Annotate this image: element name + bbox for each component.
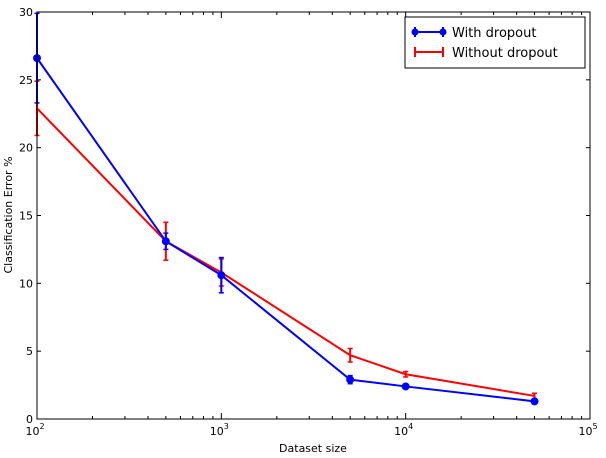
data-point [346,375,355,384]
legend-swatch-marker [439,28,447,36]
data-point [530,397,539,406]
series-with-dropout [33,12,539,406]
y-tick-label: 0 [26,413,33,426]
y-tick-label: 30 [19,6,33,19]
y-tick-label: 25 [19,74,33,87]
x-tick-label: 102 [25,422,44,438]
legend-swatch-marker [411,28,419,36]
series-without-dropout [34,80,538,400]
series-line [36,107,535,397]
y-tick-label: 20 [19,142,33,155]
x-tick-label: 103 [210,422,229,438]
y-tick-label: 5 [26,345,33,358]
legend: With dropout Without dropout [404,16,586,69]
legend-label: With dropout [452,26,536,41]
data-point [401,382,410,391]
legend-frame [404,16,586,69]
x-axis-title: Dataset size [279,442,347,455]
series-line [36,57,535,403]
y-tick-label: 15 [19,210,33,223]
data-point [217,271,226,280]
legend-label: Without dropout [452,46,558,61]
legend-entry: With dropout [411,26,536,41]
axis-ticks: 0 5 10 15 20 25 30 102 103 104 105 [19,6,598,438]
x-tick-label: 104 [394,422,413,438]
y-tick-label: 10 [19,277,33,290]
y-axis-title: Classification Error % [2,156,15,273]
data-point [161,237,170,246]
axes-frame [36,11,591,420]
x-tick-label: 105 [578,422,597,438]
plot-area [33,12,539,406]
legend-entry: Without dropout [414,46,558,61]
